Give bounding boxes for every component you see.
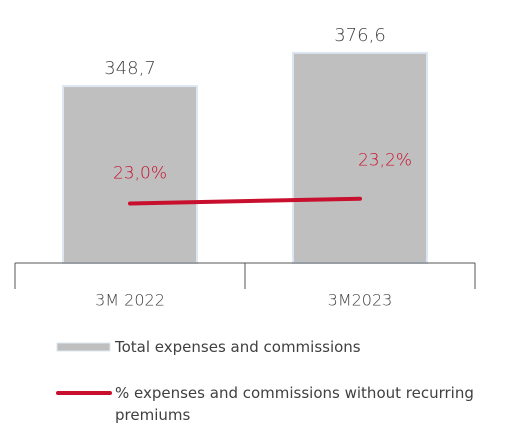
line bbox=[128, 196, 362, 206]
bar bbox=[62, 85, 198, 264]
data-label: 23,2% bbox=[358, 151, 412, 171]
legend-swatch bbox=[56, 342, 111, 352]
data-label: 23,0% bbox=[113, 164, 167, 184]
x-tick-label: 3M2023 bbox=[328, 291, 393, 310]
data-label: 376,6 bbox=[334, 25, 386, 46]
bar bbox=[292, 51, 428, 265]
data-label: 348,7 bbox=[104, 58, 156, 79]
x-tick-label: 3M 2022 bbox=[95, 291, 165, 310]
legend-label: % expenses and commissions without recur… bbox=[115, 384, 474, 424]
legend-label: Total expenses and commissions bbox=[115, 338, 361, 356]
